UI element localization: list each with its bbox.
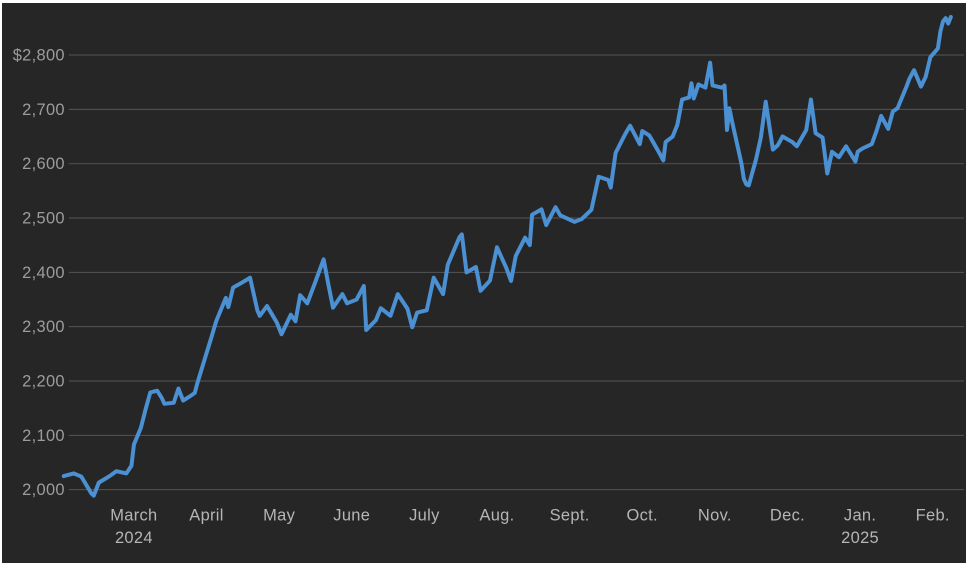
x-tick-label: Aug. — [479, 506, 514, 524]
x-tick-label: Sept. — [550, 506, 590, 524]
x-tick-label: Jan. — [844, 506, 876, 524]
y-tick-label: 2,400 — [22, 264, 65, 282]
y-tick-label: 2,300 — [22, 318, 65, 336]
price-line — [61, 14, 953, 498]
x-tick-label: Nov. — [698, 506, 732, 524]
y-tick-label: 2,100 — [22, 427, 65, 445]
y-tick-label: 2,500 — [22, 210, 65, 228]
chart-canvas: $2,800 2,700 2,600 2,500 2,400 2,300 2,200 2,10… — [13, 14, 965, 547]
x-tick-label: July — [409, 506, 440, 524]
y-tick-label: 2,000 — [22, 481, 65, 499]
y-tick-label: $2,800 — [13, 47, 65, 65]
x-tick-label: Dec. — [770, 506, 805, 524]
x-tick-sublabel: 2025 — [841, 529, 879, 547]
x-tick-sublabel: 2024 — [115, 529, 153, 547]
x-tick-label: May — [263, 506, 295, 524]
price-line-chart: $2,800 2,700 2,600 2,500 2,400 2,300 2,200 2,10… — [2, 3, 966, 563]
y-tick-label: 2,600 — [22, 155, 65, 173]
x-tick-label: April — [189, 506, 223, 524]
x-tick-label: June — [333, 506, 370, 524]
x-tick-label: Oct. — [627, 506, 658, 524]
y-tick-label: 2,200 — [22, 372, 65, 390]
y-tick-label: 2,700 — [22, 101, 65, 119]
x-tick-label: Feb. — [916, 506, 950, 524]
x-tick-label: March — [110, 506, 157, 524]
